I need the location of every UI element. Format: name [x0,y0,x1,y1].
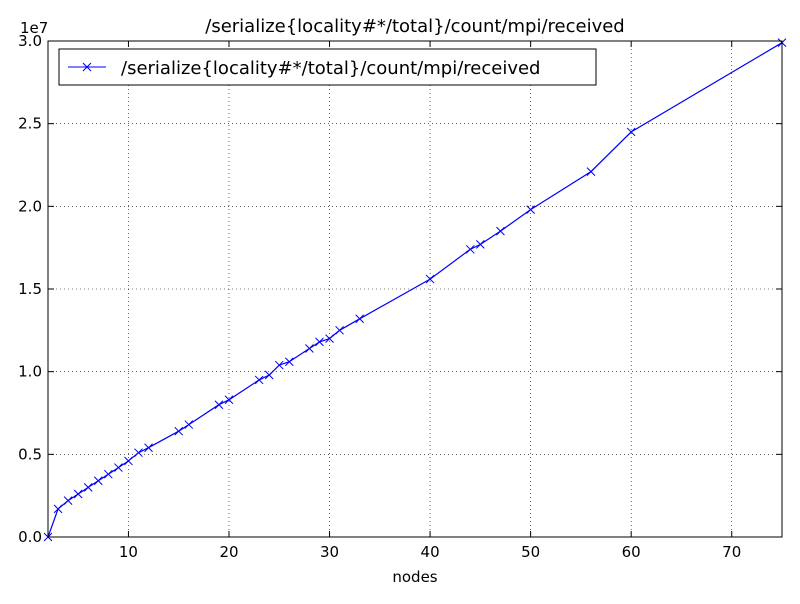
data-point-marker [124,456,133,466]
legend-box [58,48,597,86]
legend-marker-icon [82,62,92,72]
x-axis-label: nodes [392,568,437,586]
data-point-marker [284,357,294,367]
data-point-marker [63,496,73,505]
x-tick-label: 10 [119,543,138,561]
x-tick-label: 50 [521,543,540,561]
x-tick-label: 30 [320,543,339,561]
x-tick-label: 20 [219,543,238,561]
y-tick-label: 3.0 [18,32,42,50]
chart-title: /serialize{locality#*/total}/count/mpi/r… [205,16,624,37]
data-point-marker [335,325,344,335]
data-point-marker [83,483,93,492]
grid-lines [48,40,782,538]
data-point-marker [526,205,535,214]
x-tick-label: 70 [722,543,741,561]
data-point-marker [325,334,334,343]
y-offset-label: 1e7 [20,19,48,37]
data-point-marker [144,443,153,453]
y-tick-label: 0.0 [18,528,42,546]
data-point-marker [254,375,264,385]
data-point-marker [73,489,83,499]
data-point-marker [315,337,324,347]
data-point-marker [496,226,505,236]
legend: /serialize{locality#*/total}/count/mpi/r… [58,48,597,86]
data-point-marker [103,469,113,479]
data-point-marker [465,244,475,254]
data-point-marker [224,395,234,405]
y-tick-label: 1.5 [18,280,42,298]
data-point-marker [305,344,314,353]
data-point-marker [93,476,103,486]
data-point-marker [264,370,274,380]
data-point-marker [184,420,194,429]
data-point-marker [134,448,143,458]
data-point-marker [214,400,224,410]
y-tick-label: 2.5 [18,115,42,133]
data-point-marker [174,426,184,436]
data-point-marker [274,360,284,370]
data-point-marker [53,504,63,514]
legend-entry-label: /serialize{locality#*/total}/count/mpi/r… [121,58,540,79]
data-point-marker [476,240,485,249]
x-tick-label: 60 [622,543,641,561]
data-point-marker [114,463,123,472]
data-point-marker [425,274,435,284]
y-tick-label: 0.5 [18,445,42,463]
data-point-marker [626,127,636,137]
series-layer [43,38,787,542]
x-tick-label: 40 [421,543,440,561]
data-point-marker [355,314,365,324]
axis-ticks: 10 20 30 40 50 60 70 0.0 0.5 1.0 1.5 2.0 2.5 3.0 [18,32,782,561]
y-tick-label: 2.0 [18,197,42,215]
data-point-marker [586,167,596,176]
y-tick-label: 1.0 [18,363,42,381]
